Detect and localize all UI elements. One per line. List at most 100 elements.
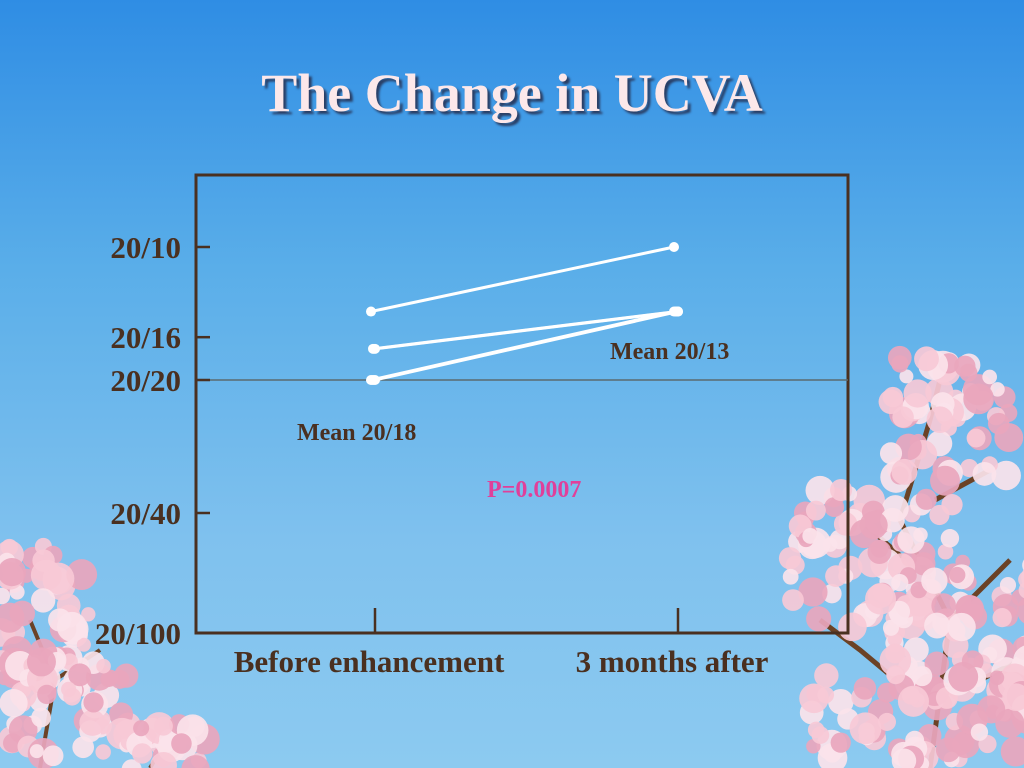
blossom [948,661,979,692]
blossom [0,558,26,587]
data-point [673,306,683,317]
blossom [133,720,150,737]
series-line [374,310,679,351]
blossom [181,755,210,768]
plot-frame [194,173,850,635]
blossom [882,619,900,636]
blossom [828,688,854,715]
blossom [817,686,835,704]
blossom [76,637,91,652]
blossom [877,712,897,731]
blossom [963,383,995,415]
blossom [853,677,877,700]
blossom [42,745,64,767]
blossom [926,406,954,434]
cherry-blossom-decoration-right [778,345,1024,768]
blossom [838,612,867,642]
data-point [366,306,376,317]
blossom [913,527,928,543]
blossom [989,670,1005,686]
blossom [814,663,839,688]
blossom [849,712,882,745]
blossom [914,346,939,372]
blossom [68,663,92,687]
blossom [931,593,957,618]
blossom [1018,582,1024,599]
series-line [374,310,679,382]
blossom [30,588,56,613]
blossom [949,566,966,584]
blossom [132,743,153,764]
y-tick-label: 20/100 [95,616,181,651]
blossom [891,748,917,768]
blossom [1002,683,1024,712]
blossom [930,465,960,496]
data-point [370,375,380,385]
blossom [153,716,173,736]
blossom [37,684,57,705]
mean-before-label: Mean 20/18 [297,420,416,446]
cherry-blossom-decoration-left [0,537,220,768]
y-tick-label: 20/10 [110,230,181,265]
blossom [903,379,932,408]
blossom [1000,736,1024,767]
blossom [95,744,111,760]
blossom [9,600,36,627]
blossom [79,709,106,736]
blossom [32,549,55,572]
blossom [990,382,1005,397]
blossom [915,488,937,510]
blossom [825,565,847,588]
blossom [972,462,997,486]
series-lines [366,242,683,385]
blossom [824,497,845,518]
blossom [805,475,835,505]
blossom [921,567,948,594]
x-axis: Before enhancement 3 months after [234,608,769,679]
blossom [966,428,986,448]
blossom [114,663,139,688]
blossom [886,665,906,685]
blossom [811,726,830,744]
blossom [31,707,52,728]
y-tick-label: 20/40 [110,496,181,531]
blossom [892,406,914,428]
blossom [865,583,897,615]
blossom [798,577,828,607]
blossom [61,681,77,697]
data-point [370,343,380,354]
y-tick-label: 20/20 [110,363,181,398]
blossom [891,458,918,485]
blossom [878,389,904,415]
blossom [947,612,976,642]
blossom [994,423,1024,453]
x-tick-label: Before enhancement [234,644,505,679]
blossom [924,651,949,676]
blossom [171,733,192,754]
blossom [778,547,802,570]
blossom [899,369,914,384]
blossom [0,689,28,718]
blossom [879,644,912,677]
series-line [370,245,675,314]
blossom [782,568,799,585]
blossom [995,708,1024,738]
blossom [877,682,898,703]
blossom [991,460,1021,491]
blossom [912,665,933,687]
blossom [999,577,1017,594]
y-axis: 20/10 20/16 20/20 20/40 20/100 [95,230,210,651]
blossom [81,607,96,622]
blossom [782,589,804,611]
blossom [56,611,87,642]
blossom [42,562,75,595]
y-tick-label: 20/16 [110,320,181,355]
blossom [83,692,104,713]
blossom [954,355,976,377]
blossom [859,511,888,540]
blossom [891,574,909,592]
slide-title: The Change in UCVA [261,63,763,123]
blossom [924,612,950,639]
blossom [867,540,892,564]
